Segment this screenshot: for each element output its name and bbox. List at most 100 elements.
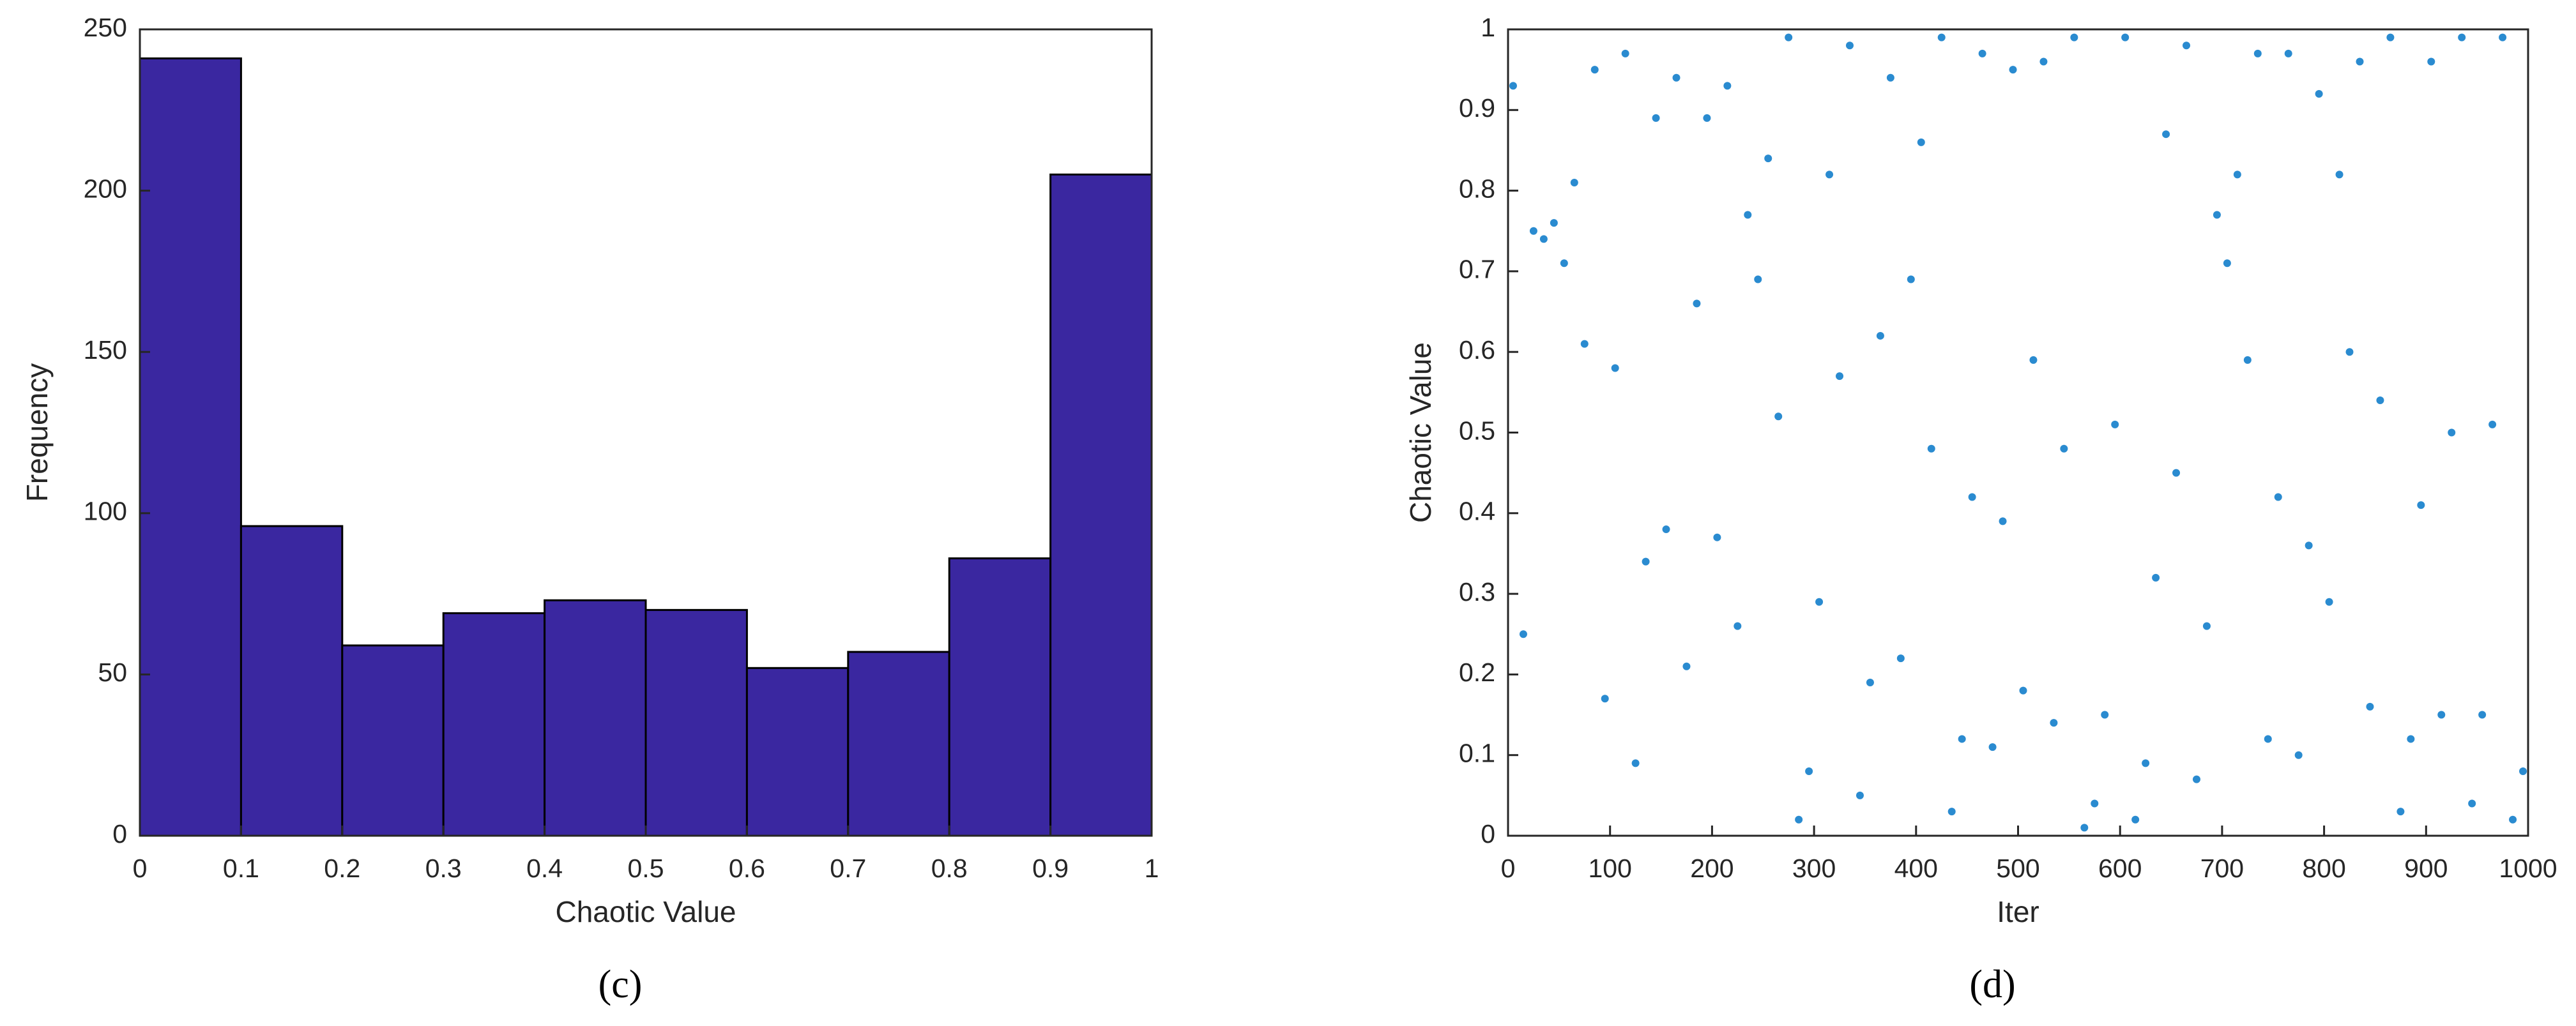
point — [2253, 49, 2262, 57]
point — [1866, 679, 1874, 687]
point — [1907, 275, 1915, 283]
point — [2499, 33, 2507, 41]
point — [2448, 428, 2456, 437]
point — [1723, 82, 1732, 90]
point — [2080, 824, 2089, 832]
x-tick-label: 1000 — [2499, 854, 2557, 883]
caption: (c) — [598, 963, 643, 1006]
point — [1876, 331, 1884, 340]
x-tick-label: 700 — [2200, 854, 2244, 883]
point — [2142, 759, 2150, 767]
x-tick-label: 0.8 — [931, 854, 968, 883]
point — [2468, 799, 2476, 808]
y-tick-label: 0.4 — [1459, 497, 1495, 526]
point — [2243, 356, 2252, 364]
point — [1795, 815, 1803, 824]
point — [1774, 412, 1783, 421]
x-tick-label: 300 — [1792, 854, 1836, 883]
point — [1785, 33, 1793, 41]
point — [2019, 686, 2027, 695]
point — [1693, 299, 1701, 308]
point — [2121, 33, 2130, 41]
point — [1968, 493, 1976, 501]
point — [1825, 170, 1834, 179]
x-tick-label: 0 — [133, 854, 148, 883]
point — [1754, 275, 1762, 283]
point — [2091, 799, 2099, 808]
bar — [442, 612, 546, 837]
bar — [948, 557, 1052, 837]
x-tick-label: 0.4 — [526, 854, 563, 883]
point — [2519, 767, 2527, 775]
point — [2305, 541, 2313, 550]
x-axis-label: Iter — [1997, 895, 2039, 928]
point — [1509, 82, 1517, 90]
point — [2509, 815, 2517, 824]
point — [2172, 469, 2181, 477]
point — [1713, 533, 1721, 541]
point — [1856, 791, 1864, 799]
x-tick-label: 900 — [2404, 854, 2448, 883]
point — [1570, 178, 1578, 186]
x-tick-label: 0.6 — [729, 854, 765, 883]
point — [2437, 711, 2446, 719]
point — [2202, 622, 2211, 630]
point — [1734, 622, 1742, 630]
y-tick-label: 150 — [84, 335, 127, 365]
y-tick-label: 0 — [112, 819, 127, 849]
point — [1539, 235, 1548, 243]
point — [2366, 702, 2374, 711]
bar — [847, 651, 950, 837]
point — [1580, 340, 1589, 348]
point — [2478, 711, 2487, 719]
point — [1988, 743, 1997, 751]
point — [2152, 573, 2160, 582]
y-axis-label: Chaotic Value — [1404, 342, 1437, 523]
bar — [139, 57, 242, 837]
point — [1836, 372, 1844, 381]
x-tick-label: 0.3 — [425, 854, 462, 883]
point — [2192, 775, 2200, 783]
point — [2162, 130, 2170, 139]
y-tick-label: 100 — [84, 497, 127, 526]
point — [2417, 501, 2425, 509]
point — [1703, 114, 1711, 122]
x-tick-label: 200 — [1690, 854, 1734, 883]
x-tick-label: 500 — [1996, 854, 2039, 883]
x-tick-label: 100 — [1588, 854, 1631, 883]
point — [2029, 356, 2038, 364]
point — [1611, 364, 1619, 372]
x-tick-label: 0.5 — [628, 854, 664, 883]
point — [2223, 259, 2231, 268]
point — [1999, 517, 2007, 525]
y-tick-label: 0 — [1481, 819, 1495, 849]
plot-area — [1508, 29, 2528, 836]
y-tick-label: 0.7 — [1459, 255, 1495, 284]
x-axis-label: Chaotic Value — [556, 895, 736, 928]
point — [1601, 695, 1609, 703]
point — [2274, 493, 2282, 501]
point — [2397, 808, 2405, 816]
point — [2264, 735, 2272, 743]
point — [2386, 33, 2395, 41]
point — [2335, 170, 2344, 179]
x-tick-label: 600 — [2098, 854, 2142, 883]
y-tick-label: 0.3 — [1459, 577, 1495, 607]
y-tick-label: 0.1 — [1459, 739, 1495, 768]
point — [1896, 654, 1905, 663]
y-axis-label: Frequency — [20, 363, 54, 502]
x-tick-label: 0.7 — [830, 854, 866, 883]
point — [2101, 711, 2109, 719]
point — [1529, 227, 1537, 235]
point — [2284, 49, 2292, 57]
bar — [1049, 173, 1153, 837]
point — [2131, 815, 2140, 824]
point — [1937, 33, 1946, 41]
point — [1662, 525, 1670, 534]
point — [1815, 598, 1824, 606]
point — [2407, 735, 2415, 743]
bar — [644, 608, 748, 837]
point — [2233, 170, 2241, 179]
x-tick-label: 400 — [1894, 854, 1938, 883]
